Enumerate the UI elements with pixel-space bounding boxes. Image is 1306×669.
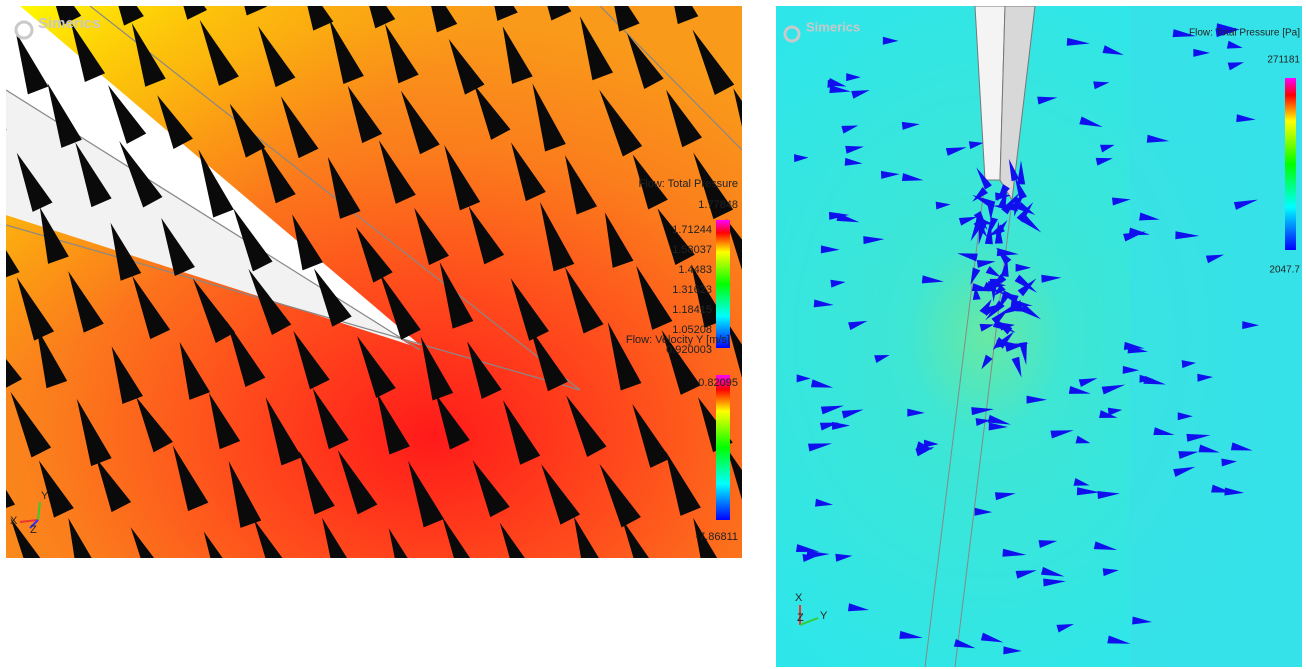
logo: Simerics (806, 19, 860, 34)
axis-label: Y (41, 490, 49, 502)
legend-label: 1.77848 (698, 199, 738, 211)
legend-label: 271181 (1267, 55, 1300, 66)
axis-label: Z (797, 612, 804, 624)
vector-arrow (0, 0, 5, 32)
page: Simerics Simerics Flow: Total Pressure 1… (0, 0, 1306, 669)
legend-label: 1.31623 (672, 284, 712, 296)
axis-label: X (795, 592, 803, 604)
legend-title: Flow: Total Pressure (639, 178, 738, 190)
legend-label: 1.4483 (678, 264, 712, 276)
legend-label: 2047.7 (1269, 265, 1300, 276)
axis-label: X (10, 515, 18, 527)
legend-title: Flow: Velocity Y [m/s] (626, 334, 730, 346)
legend-label: -7.86811 (695, 531, 738, 543)
legend-label: 1.71244 (672, 224, 712, 236)
axis-label: Z (30, 524, 37, 536)
axis-label: Y (820, 610, 828, 622)
figure: Simerics Simerics Flow: Total Pressure 1… (0, 0, 1306, 669)
right-panel (776, 6, 1302, 667)
legend-label: 1.58037 (672, 244, 712, 256)
vector-arrow (0, 74, 7, 138)
legend-label: 1.18415 (672, 304, 712, 316)
logo: Simerics (38, 15, 101, 32)
legend-label: 0.82095 (698, 377, 738, 389)
legend-title: Flow: Total Pressure [Pa] (1189, 28, 1300, 39)
